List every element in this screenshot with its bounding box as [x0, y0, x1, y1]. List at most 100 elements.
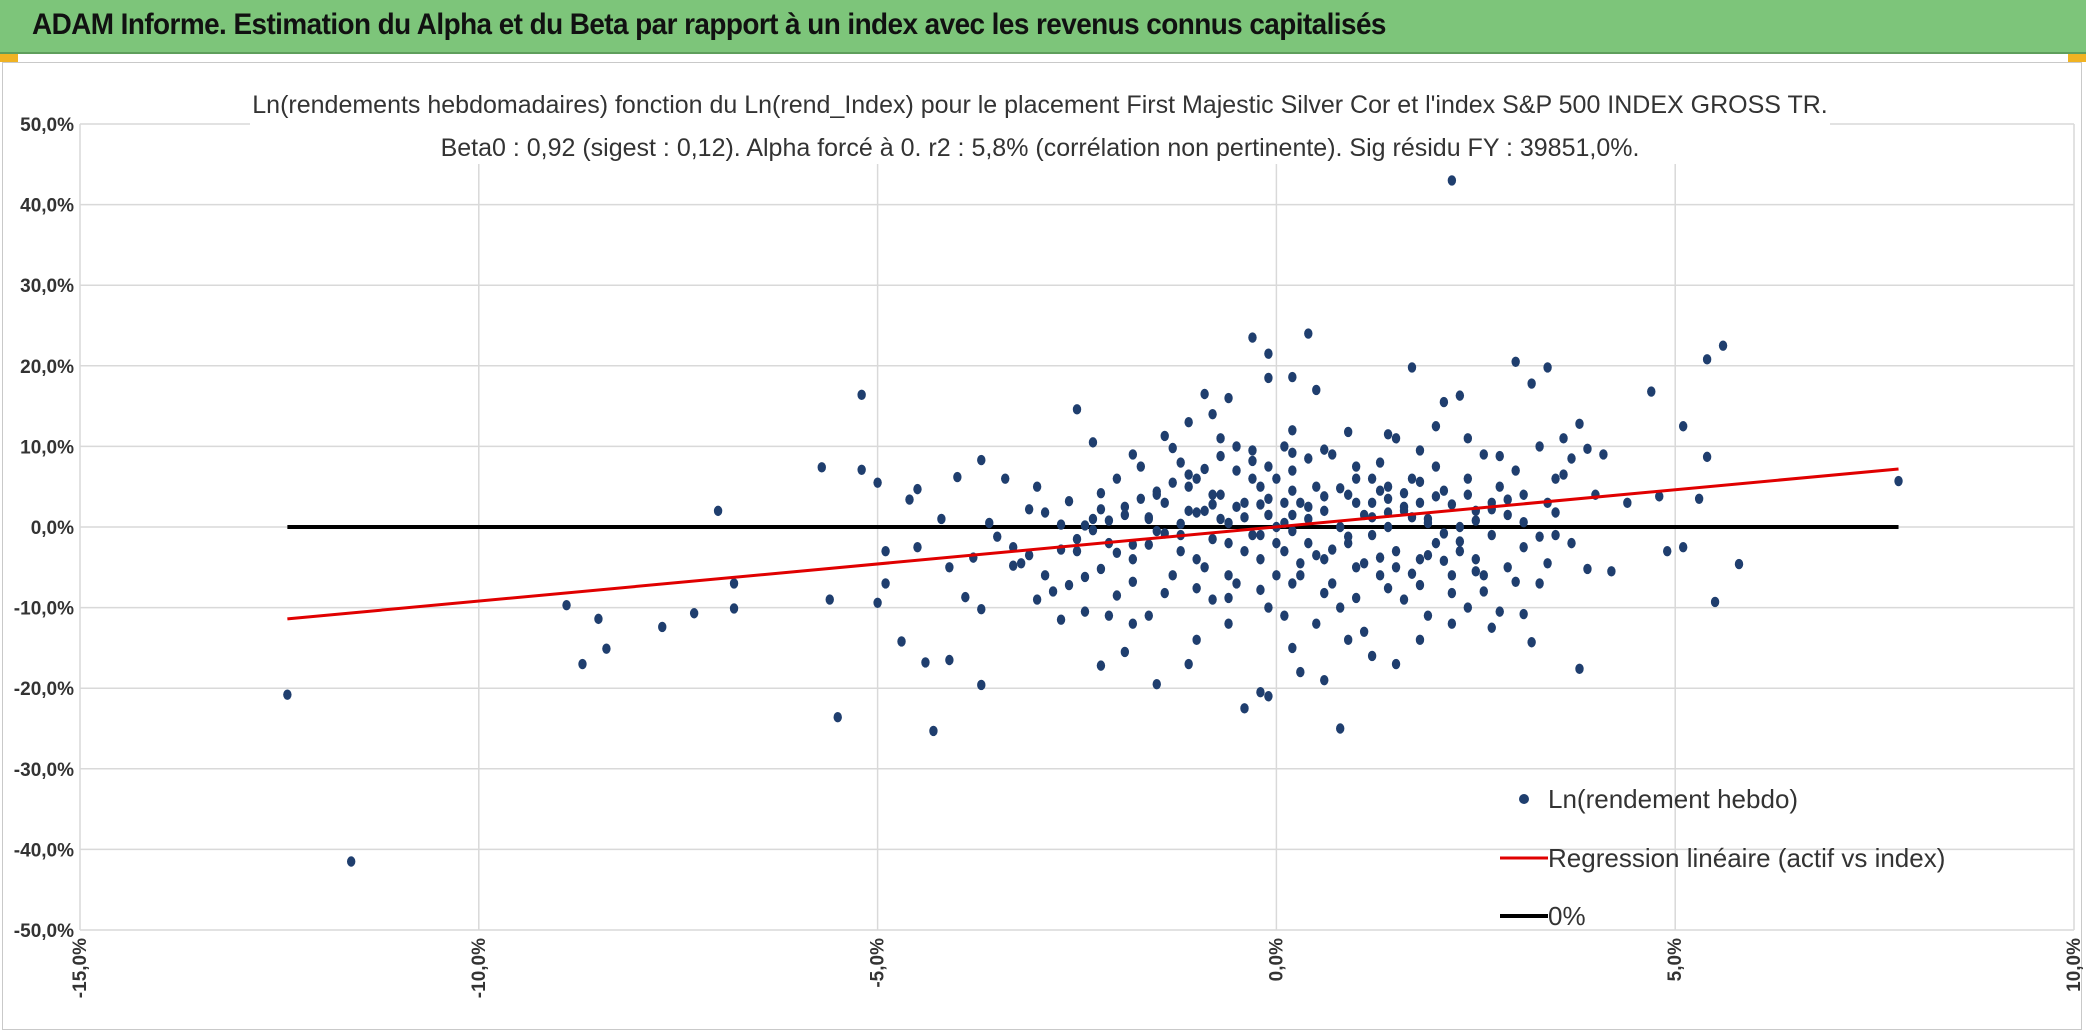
data-point	[1176, 545, 1185, 557]
y-tick-label: -10,0%	[14, 599, 74, 620]
data-point	[881, 578, 890, 589]
data-point	[1447, 175, 1457, 186]
data-point	[1471, 566, 1481, 577]
data-point	[1734, 558, 1744, 570]
data-point	[857, 389, 866, 401]
data-point	[1575, 663, 1584, 675]
data-point	[1415, 445, 1425, 456]
data-point	[1240, 497, 1249, 509]
y-tick-label: -30,0%	[14, 760, 74, 781]
data-point	[1455, 390, 1465, 401]
data-point	[1216, 489, 1225, 500]
y-tick-label: 40,0%	[20, 196, 74, 217]
data-point	[1471, 515, 1481, 526]
data-point	[1383, 521, 1393, 533]
data-point	[1304, 537, 1313, 549]
data-point	[1503, 509, 1512, 521]
data-point	[1535, 441, 1544, 452]
data-point	[1391, 433, 1401, 444]
data-point	[1176, 518, 1185, 529]
data-point	[1224, 592, 1233, 604]
data-point	[1351, 592, 1361, 604]
data-point	[1455, 545, 1465, 557]
data-point	[1032, 481, 1042, 492]
data-point	[977, 679, 986, 691]
data-point	[1128, 576, 1138, 588]
data-point	[1096, 504, 1106, 515]
data-point	[1224, 537, 1233, 549]
data-point	[1280, 441, 1289, 452]
data-point	[1336, 521, 1345, 533]
data-point	[1495, 606, 1504, 617]
data-point	[1320, 587, 1329, 599]
data-point	[1343, 634, 1353, 646]
data-point	[1056, 519, 1066, 530]
data-point	[1391, 658, 1401, 670]
data-point	[1431, 461, 1441, 472]
data-point	[1096, 660, 1106, 671]
y-tick-label: 50,0%	[20, 115, 74, 136]
data-point	[1511, 465, 1520, 476]
data-point	[1463, 602, 1473, 613]
data-point	[1351, 473, 1361, 484]
data-point	[1320, 444, 1329, 455]
data-point	[1192, 554, 1201, 565]
data-point	[1399, 594, 1409, 605]
data-point	[1367, 650, 1377, 662]
data-point	[1296, 558, 1305, 569]
data-point	[1248, 529, 1257, 541]
data-point	[1343, 426, 1353, 438]
data-point	[1678, 541, 1688, 553]
data-point	[1240, 545, 1249, 557]
data-point	[1296, 666, 1305, 678]
data-point	[1415, 497, 1425, 509]
y-tick-label: 10,0%	[20, 437, 74, 458]
data-point	[1399, 487, 1409, 499]
data-point	[1320, 491, 1329, 502]
legend-label-zero: 0%	[1548, 901, 1586, 931]
data-point	[1264, 461, 1273, 472]
data-point	[977, 454, 986, 466]
data-point	[1096, 563, 1106, 575]
data-point	[578, 658, 587, 670]
data-point	[1336, 723, 1345, 734]
x-tick-label: 10,0%	[2064, 938, 2085, 992]
data-point	[1232, 465, 1241, 476]
data-point	[1678, 421, 1688, 432]
data-point	[977, 604, 986, 615]
data-point	[1447, 499, 1457, 510]
data-point	[346, 856, 356, 867]
data-point	[1336, 602, 1345, 613]
data-point	[1128, 539, 1138, 550]
data-point	[1439, 396, 1449, 408]
data-point	[1192, 507, 1201, 518]
data-point	[1312, 550, 1321, 561]
data-point	[1024, 550, 1034, 561]
chart-title: Ln(rendements hebdomadaires) fonction du…	[252, 91, 1827, 119]
data-point	[897, 636, 906, 647]
data-point	[658, 621, 667, 633]
data-point	[1001, 473, 1010, 484]
data-point	[1655, 491, 1664, 502]
regression-line	[287, 467, 1899, 621]
data-point	[1064, 579, 1074, 591]
y-tick-label: -20,0%	[14, 679, 74, 700]
data-point	[1208, 533, 1217, 545]
data-point	[1200, 463, 1209, 475]
data-point	[1463, 473, 1473, 484]
data-point	[1304, 453, 1313, 464]
data-point	[1296, 570, 1305, 581]
data-point	[1527, 637, 1536, 648]
data-point	[1320, 505, 1329, 517]
data-point	[1208, 489, 1217, 500]
data-point	[1567, 453, 1576, 464]
data-point	[1718, 340, 1728, 351]
data-point	[1216, 433, 1225, 444]
data-point	[1583, 563, 1592, 575]
data-point	[1136, 493, 1146, 504]
data-point	[1535, 531, 1544, 542]
data-point	[1471, 554, 1481, 565]
data-point	[1224, 570, 1233, 581]
data-point	[1431, 537, 1441, 549]
data-point	[729, 578, 739, 589]
